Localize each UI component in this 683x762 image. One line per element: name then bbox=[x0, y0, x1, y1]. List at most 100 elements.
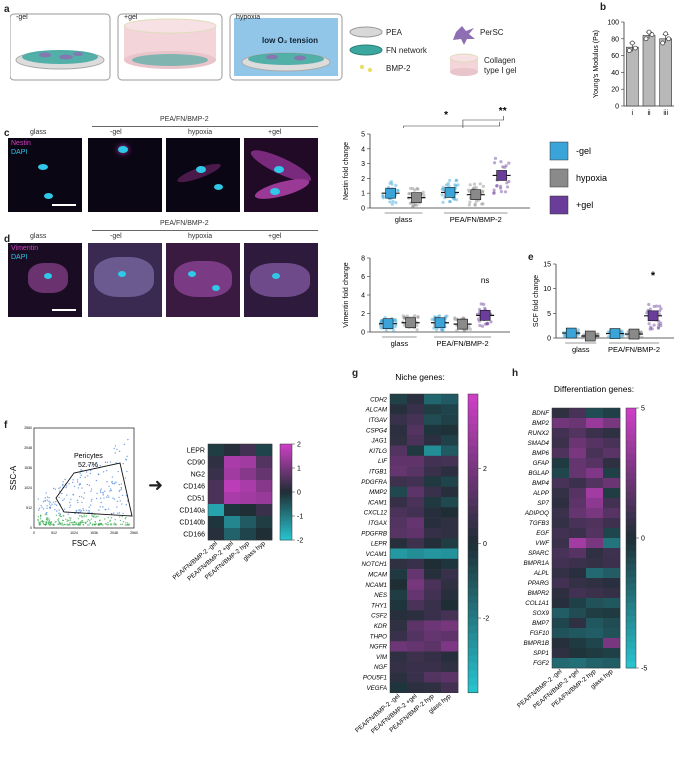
event-dot bbox=[107, 508, 110, 510]
heat-cell bbox=[569, 478, 587, 489]
mean-marker bbox=[565, 327, 577, 339]
event-dot bbox=[125, 504, 127, 506]
event-dot bbox=[91, 524, 94, 526]
data-point bbox=[498, 184, 503, 188]
data-point bbox=[416, 315, 420, 320]
event-dot bbox=[80, 474, 82, 476]
heat-cell bbox=[390, 476, 408, 487]
heat-cell bbox=[424, 661, 442, 673]
heat-cell bbox=[441, 466, 459, 477]
heat-cell bbox=[407, 517, 425, 529]
heat-cell bbox=[586, 558, 604, 569]
heat-cell bbox=[424, 445, 442, 457]
event-dot bbox=[106, 461, 109, 464]
event-dot bbox=[72, 479, 74, 481]
data-point bbox=[440, 328, 444, 332]
event-dot bbox=[46, 513, 48, 516]
gel-cylinder-icon bbox=[449, 53, 479, 76]
data-point bbox=[389, 180, 394, 184]
heat-cell bbox=[407, 661, 425, 673]
event-dot bbox=[45, 492, 47, 494]
data-point bbox=[407, 192, 411, 196]
data-point bbox=[481, 184, 485, 188]
colorbar-segment bbox=[626, 440, 636, 448]
heat-cell bbox=[390, 445, 408, 457]
data-point bbox=[657, 322, 661, 327]
event-dot bbox=[93, 513, 96, 516]
data-point bbox=[480, 324, 485, 328]
heat-cell bbox=[603, 468, 621, 479]
data-point bbox=[660, 40, 666, 46]
event-dot bbox=[103, 497, 105, 499]
row-label: ALCAM bbox=[365, 407, 388, 414]
data-point bbox=[393, 325, 397, 329]
heat-cell bbox=[441, 661, 459, 673]
colorbar-segment bbox=[280, 484, 292, 488]
heat-cell bbox=[552, 608, 570, 619]
y-tick-label: 0 bbox=[547, 336, 551, 343]
data-point bbox=[381, 193, 385, 198]
heat-cell bbox=[441, 579, 459, 590]
colorbar-segment bbox=[280, 523, 292, 526]
heat-cell bbox=[586, 528, 604, 539]
data-point bbox=[659, 307, 663, 311]
data-point bbox=[483, 322, 487, 326]
colorbar-tick-label: 2 bbox=[297, 442, 301, 449]
event-dot bbox=[95, 479, 98, 482]
data-point bbox=[655, 304, 659, 308]
heat-cell bbox=[569, 518, 587, 529]
heatmap-h: Differentiation genes: BDNF BMP2 RUNX2 SMAD4… bbox=[516, 384, 647, 711]
data-point bbox=[657, 309, 662, 313]
heat-cell bbox=[390, 661, 408, 673]
event-dot bbox=[39, 514, 42, 517]
panel-letter-g: g bbox=[352, 368, 359, 379]
heat-cell bbox=[407, 672, 425, 683]
legend-collagen: Collagen type I gel bbox=[484, 56, 517, 75]
data-point bbox=[381, 196, 385, 200]
data-point bbox=[388, 200, 392, 204]
heat-cell bbox=[424, 424, 442, 436]
data-point bbox=[411, 205, 415, 209]
data-point bbox=[480, 202, 484, 206]
event-dot bbox=[48, 496, 50, 499]
event-dot bbox=[102, 506, 104, 508]
event-dot bbox=[117, 470, 119, 473]
data-point bbox=[620, 329, 624, 333]
row-label: JAG1 bbox=[371, 438, 387, 445]
event-dot bbox=[80, 514, 82, 517]
event-dot bbox=[58, 509, 60, 511]
row-label: CD140b bbox=[179, 520, 205, 527]
event-dot bbox=[81, 521, 84, 523]
data-point bbox=[632, 45, 638, 51]
heat-cell bbox=[552, 648, 570, 659]
event-dot bbox=[120, 483, 123, 485]
heat-cell bbox=[552, 658, 570, 669]
colorbar-segment bbox=[626, 655, 636, 662]
event-dot bbox=[65, 518, 67, 521]
event-dot bbox=[69, 504, 72, 507]
heat-cell bbox=[424, 548, 442, 560]
event-dot bbox=[94, 521, 96, 523]
data-point bbox=[472, 186, 476, 190]
event-dot bbox=[88, 524, 90, 526]
x-tick-label: 2048 bbox=[110, 531, 118, 535]
row-label: BMPR1A bbox=[524, 560, 549, 567]
event-dot bbox=[100, 501, 102, 504]
heat-cell bbox=[224, 456, 241, 469]
dish-label-plus-gel: +gel bbox=[124, 14, 138, 21]
colorbar-segment bbox=[280, 458, 292, 462]
heatmap-title: Niche genes: bbox=[395, 372, 445, 382]
data-point bbox=[639, 330, 643, 334]
data-point bbox=[482, 302, 486, 306]
heat-cell bbox=[603, 428, 621, 439]
heat-cell bbox=[407, 404, 425, 415]
heat-cell bbox=[407, 414, 425, 426]
scale-bar bbox=[52, 204, 76, 206]
heat-cell bbox=[256, 504, 273, 517]
heat-cell bbox=[586, 438, 604, 449]
mean-marker bbox=[382, 318, 394, 329]
data-point bbox=[452, 197, 456, 201]
event-dot bbox=[75, 522, 78, 524]
micro-c-label-glass: glass bbox=[30, 129, 47, 136]
row-label: SPP1 bbox=[533, 650, 549, 657]
